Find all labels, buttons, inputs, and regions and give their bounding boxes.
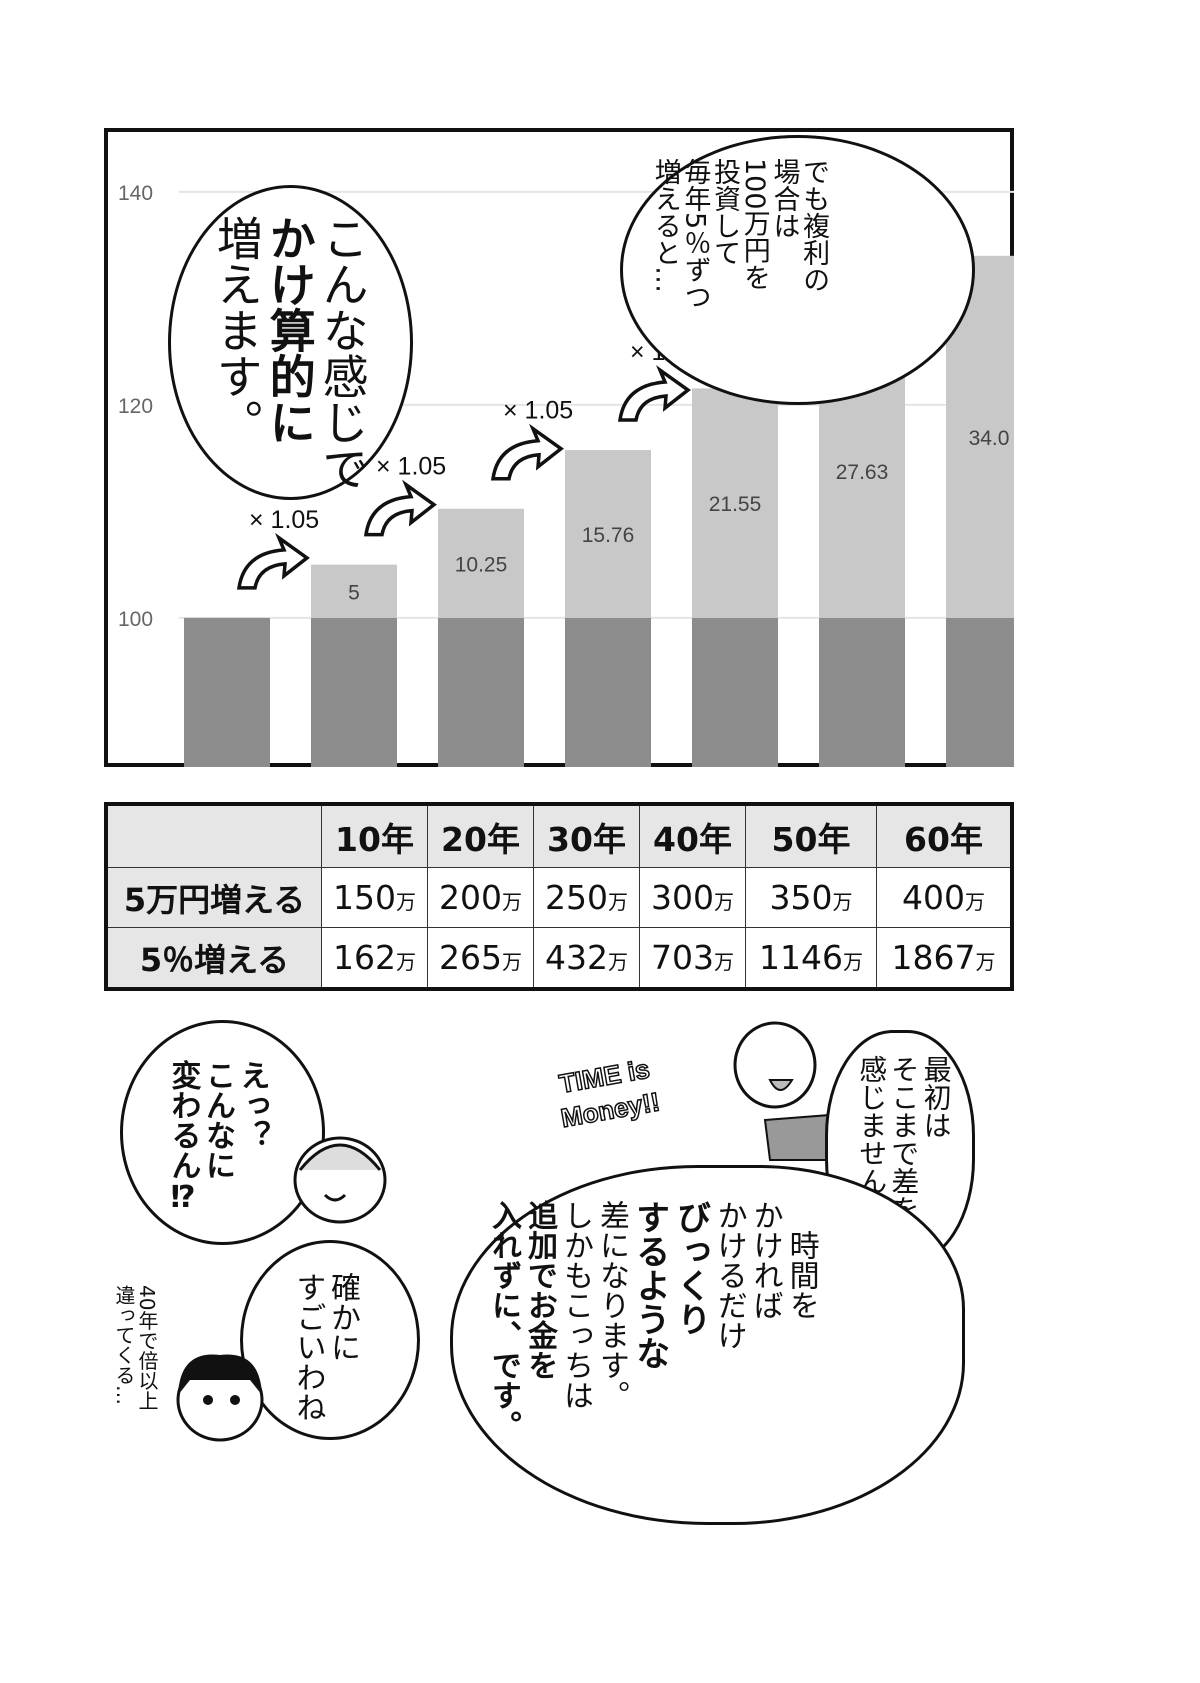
bar-increase [311, 564, 397, 618]
bar-base [946, 617, 1014, 767]
cloud-line-7: しかもこっちは [558, 1200, 593, 1410]
curved-arrow-icon [236, 532, 310, 590]
aside-line-2: 違ってくる… [112, 1285, 136, 1405]
data-label: 34.0 [969, 427, 1010, 450]
table-corner [105, 803, 322, 869]
bar-base [565, 617, 651, 767]
main-line-2: かけ算的に [262, 215, 317, 445]
data-label: 10.25 [455, 553, 508, 576]
multiplier-label: × 1.05 [503, 397, 573, 425]
table-cell: 350万 [745, 867, 877, 929]
table-cell: 150万 [321, 867, 428, 929]
table-header: 50年 [745, 803, 877, 869]
main-line-1: こんな感じで [315, 215, 370, 491]
compound-line-2: 場合は [768, 158, 800, 239]
table-cell: 400万 [876, 867, 1013, 929]
speech-bubble-compound [620, 135, 975, 405]
table-header-row: 10年 20年 30年 40年 50年 60年 [105, 803, 1013, 869]
bar-increase [565, 450, 651, 618]
table-header: 30年 [533, 803, 640, 869]
speech-bubble-cloud [450, 1165, 965, 1525]
table-cell: 432万 [533, 927, 640, 990]
compound-line-6: 増えると… [649, 158, 681, 293]
table-cell: 200万 [427, 867, 534, 929]
table-header: 10年 [321, 803, 428, 869]
row-label: 5万円増える [105, 867, 322, 929]
cloud-line-5: するような [629, 1200, 670, 1370]
bar-base [819, 617, 905, 767]
data-label: 5 [348, 581, 360, 604]
compound-line-5: 毎年5％ずつ [679, 158, 711, 311]
cloud-line-9: 入れずに、です。 [486, 1200, 521, 1440]
cloud-line-8: 追加でお金を [522, 1200, 557, 1380]
main-line-3: 増えます。 [209, 215, 264, 445]
compound-bubble-text: でも複利の 場合は 100万円を 投資して 毎年5％ずつ 増えると… [649, 158, 830, 311]
y-tick-label: 120 [118, 395, 153, 418]
table-cell: 162万 [321, 927, 428, 990]
surprised-line-3: 変わるん⁉ [165, 1060, 201, 1215]
multiplier-label: × 1.05 [249, 506, 319, 534]
multiplier-label: × 1.05 [376, 453, 446, 481]
curved-arrow-icon [363, 479, 437, 537]
aside-text: 40年で倍以上 違ってくる… [112, 1285, 159, 1411]
aside-line-1: 40年で倍以上 [135, 1285, 159, 1411]
data-label: 15.76 [582, 524, 635, 547]
bar-base [692, 617, 778, 767]
agree-line-2: すごいわね [290, 1272, 326, 1422]
table-header: 40年 [639, 803, 746, 869]
table-cell: 300万 [639, 867, 746, 929]
bar-base [311, 617, 397, 767]
cloud-text: 時間を かければ かけるだけ びっくり するような 差になります。 しかもこっち… [485, 1200, 819, 1440]
curved-arrow-icon [490, 423, 564, 481]
agree-text: 確かに すごいわね [290, 1272, 361, 1422]
table-cell: 1146万 [745, 927, 877, 990]
table-header: 60年 [876, 803, 1013, 869]
table-row: 5万円増える 150万 200万 250万 300万 350万 400万 [105, 867, 1013, 929]
compound-line-4: 投資して [709, 158, 741, 266]
cloud-line-2: かければ [747, 1200, 783, 1320]
bar-increase [692, 388, 778, 618]
comparison-table: 10年 20年 30年 40年 50年 60年 5万円増える 150万 200万… [104, 802, 1014, 991]
data-label: 27.63 [836, 461, 889, 484]
cloud-line-3: かけるだけ [711, 1200, 747, 1350]
main-bubble-text: こんな感じで かけ算的に 増えます。 [209, 215, 370, 491]
cloud-line-1: 時間を [783, 1230, 819, 1320]
surprised-line-1: えっ？ [234, 1060, 270, 1150]
first-line-1: 最初は [919, 1055, 953, 1139]
table-cell: 703万 [639, 927, 746, 990]
speech-bubble-surprised [120, 1020, 325, 1245]
row-label: 5％増える [105, 927, 322, 990]
table-header: 20年 [427, 803, 534, 869]
speech-bubble-main [168, 185, 413, 500]
woman-character-icon [176, 1354, 264, 1442]
teacher-character-icon [733, 1021, 831, 1161]
table-cell: 265万 [427, 927, 534, 990]
cloud-line-4: びっくり [670, 1200, 711, 1336]
cloud-line-6: 差になります。 [594, 1200, 629, 1410]
bar-base [438, 617, 524, 767]
table-cell: 1867万 [876, 927, 1013, 990]
table-cell: 250万 [533, 867, 640, 929]
compound-line-1: でも複利の [798, 158, 830, 293]
table-row: 5％増える 162万 265万 432万 703万 1146万 1867万 [105, 927, 1013, 990]
surprised-text: えっ？ こんなに 変わるん⁉ [165, 1060, 270, 1215]
data-label: 21.55 [709, 493, 762, 516]
surprised-character-icon [293, 1136, 387, 1224]
time-is-money-text: TIME is Money!! [556, 1053, 662, 1134]
y-tick-label: 100 [118, 608, 153, 631]
y-tick-label: 140 [118, 182, 153, 205]
bar-increase [438, 508, 524, 618]
speech-bubble-agree [240, 1240, 420, 1440]
first-line-2: そこまで差を [887, 1055, 921, 1223]
surprised-line-2: こんなに [200, 1060, 235, 1180]
agree-line-1: 確かに [325, 1272, 360, 1362]
compound-line-3: 100万円を [738, 158, 770, 291]
curved-arrow-icon [617, 365, 691, 422]
bar-base [184, 617, 270, 767]
